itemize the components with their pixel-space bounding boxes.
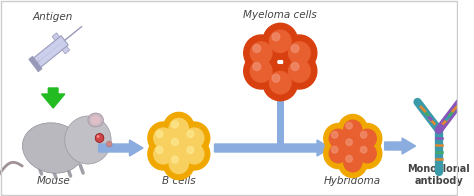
Circle shape <box>154 144 173 164</box>
Circle shape <box>164 130 194 162</box>
Circle shape <box>179 138 210 170</box>
Text: B cells: B cells <box>162 176 196 186</box>
Polygon shape <box>215 140 330 156</box>
Circle shape <box>154 128 173 148</box>
Circle shape <box>282 35 317 71</box>
Circle shape <box>338 114 367 144</box>
Circle shape <box>164 148 194 180</box>
Circle shape <box>353 139 382 169</box>
Circle shape <box>172 139 178 145</box>
Circle shape <box>291 44 299 53</box>
Circle shape <box>244 53 279 89</box>
Circle shape <box>172 156 178 163</box>
FancyBboxPatch shape <box>277 90 283 148</box>
Circle shape <box>187 146 194 153</box>
Circle shape <box>95 133 104 142</box>
Polygon shape <box>42 88 65 108</box>
Circle shape <box>187 131 194 138</box>
Circle shape <box>253 44 261 53</box>
Circle shape <box>344 137 362 155</box>
Circle shape <box>263 65 298 101</box>
Circle shape <box>289 42 310 64</box>
Polygon shape <box>37 39 65 64</box>
Circle shape <box>169 154 188 173</box>
Circle shape <box>156 146 163 153</box>
Circle shape <box>346 155 352 162</box>
Circle shape <box>253 63 261 70</box>
Circle shape <box>324 139 353 169</box>
Circle shape <box>360 146 367 153</box>
Circle shape <box>353 123 382 153</box>
Ellipse shape <box>91 115 100 124</box>
Circle shape <box>331 132 338 138</box>
Circle shape <box>289 60 310 82</box>
Circle shape <box>338 148 367 178</box>
Circle shape <box>360 132 367 138</box>
Circle shape <box>329 129 347 148</box>
Polygon shape <box>99 140 143 156</box>
Circle shape <box>185 128 204 148</box>
Circle shape <box>358 144 376 163</box>
Polygon shape <box>32 36 68 68</box>
Circle shape <box>148 122 179 154</box>
Circle shape <box>270 30 291 53</box>
Polygon shape <box>52 33 60 41</box>
Text: Hybridoma: Hybridoma <box>324 176 382 186</box>
Circle shape <box>282 53 317 89</box>
Circle shape <box>169 118 188 138</box>
Polygon shape <box>29 56 42 72</box>
Circle shape <box>291 63 299 70</box>
Circle shape <box>97 135 100 138</box>
Ellipse shape <box>88 113 103 127</box>
Circle shape <box>156 131 163 138</box>
Circle shape <box>164 112 194 144</box>
Circle shape <box>272 33 280 41</box>
Circle shape <box>338 131 367 161</box>
Circle shape <box>270 72 291 94</box>
Text: Myeloma cells: Myeloma cells <box>244 10 317 20</box>
Circle shape <box>329 144 347 163</box>
Text: Mouse: Mouse <box>36 176 70 186</box>
Circle shape <box>344 153 362 172</box>
Circle shape <box>65 116 111 164</box>
Circle shape <box>344 120 362 139</box>
Circle shape <box>250 42 272 64</box>
Circle shape <box>346 122 352 129</box>
Polygon shape <box>385 138 416 154</box>
Circle shape <box>358 129 376 148</box>
Ellipse shape <box>22 123 84 173</box>
Text: Monoclonal
antibody: Monoclonal antibody <box>408 164 470 186</box>
Circle shape <box>179 122 210 154</box>
Text: Antigen: Antigen <box>33 12 73 22</box>
Circle shape <box>169 136 188 156</box>
Circle shape <box>244 35 279 71</box>
Circle shape <box>106 141 112 147</box>
Circle shape <box>185 144 204 164</box>
Circle shape <box>263 23 298 59</box>
Circle shape <box>172 121 178 128</box>
Circle shape <box>324 123 353 153</box>
Circle shape <box>346 139 352 146</box>
Circle shape <box>148 138 179 170</box>
Circle shape <box>250 60 272 82</box>
Circle shape <box>331 146 338 153</box>
Polygon shape <box>62 46 70 54</box>
Circle shape <box>272 74 280 82</box>
